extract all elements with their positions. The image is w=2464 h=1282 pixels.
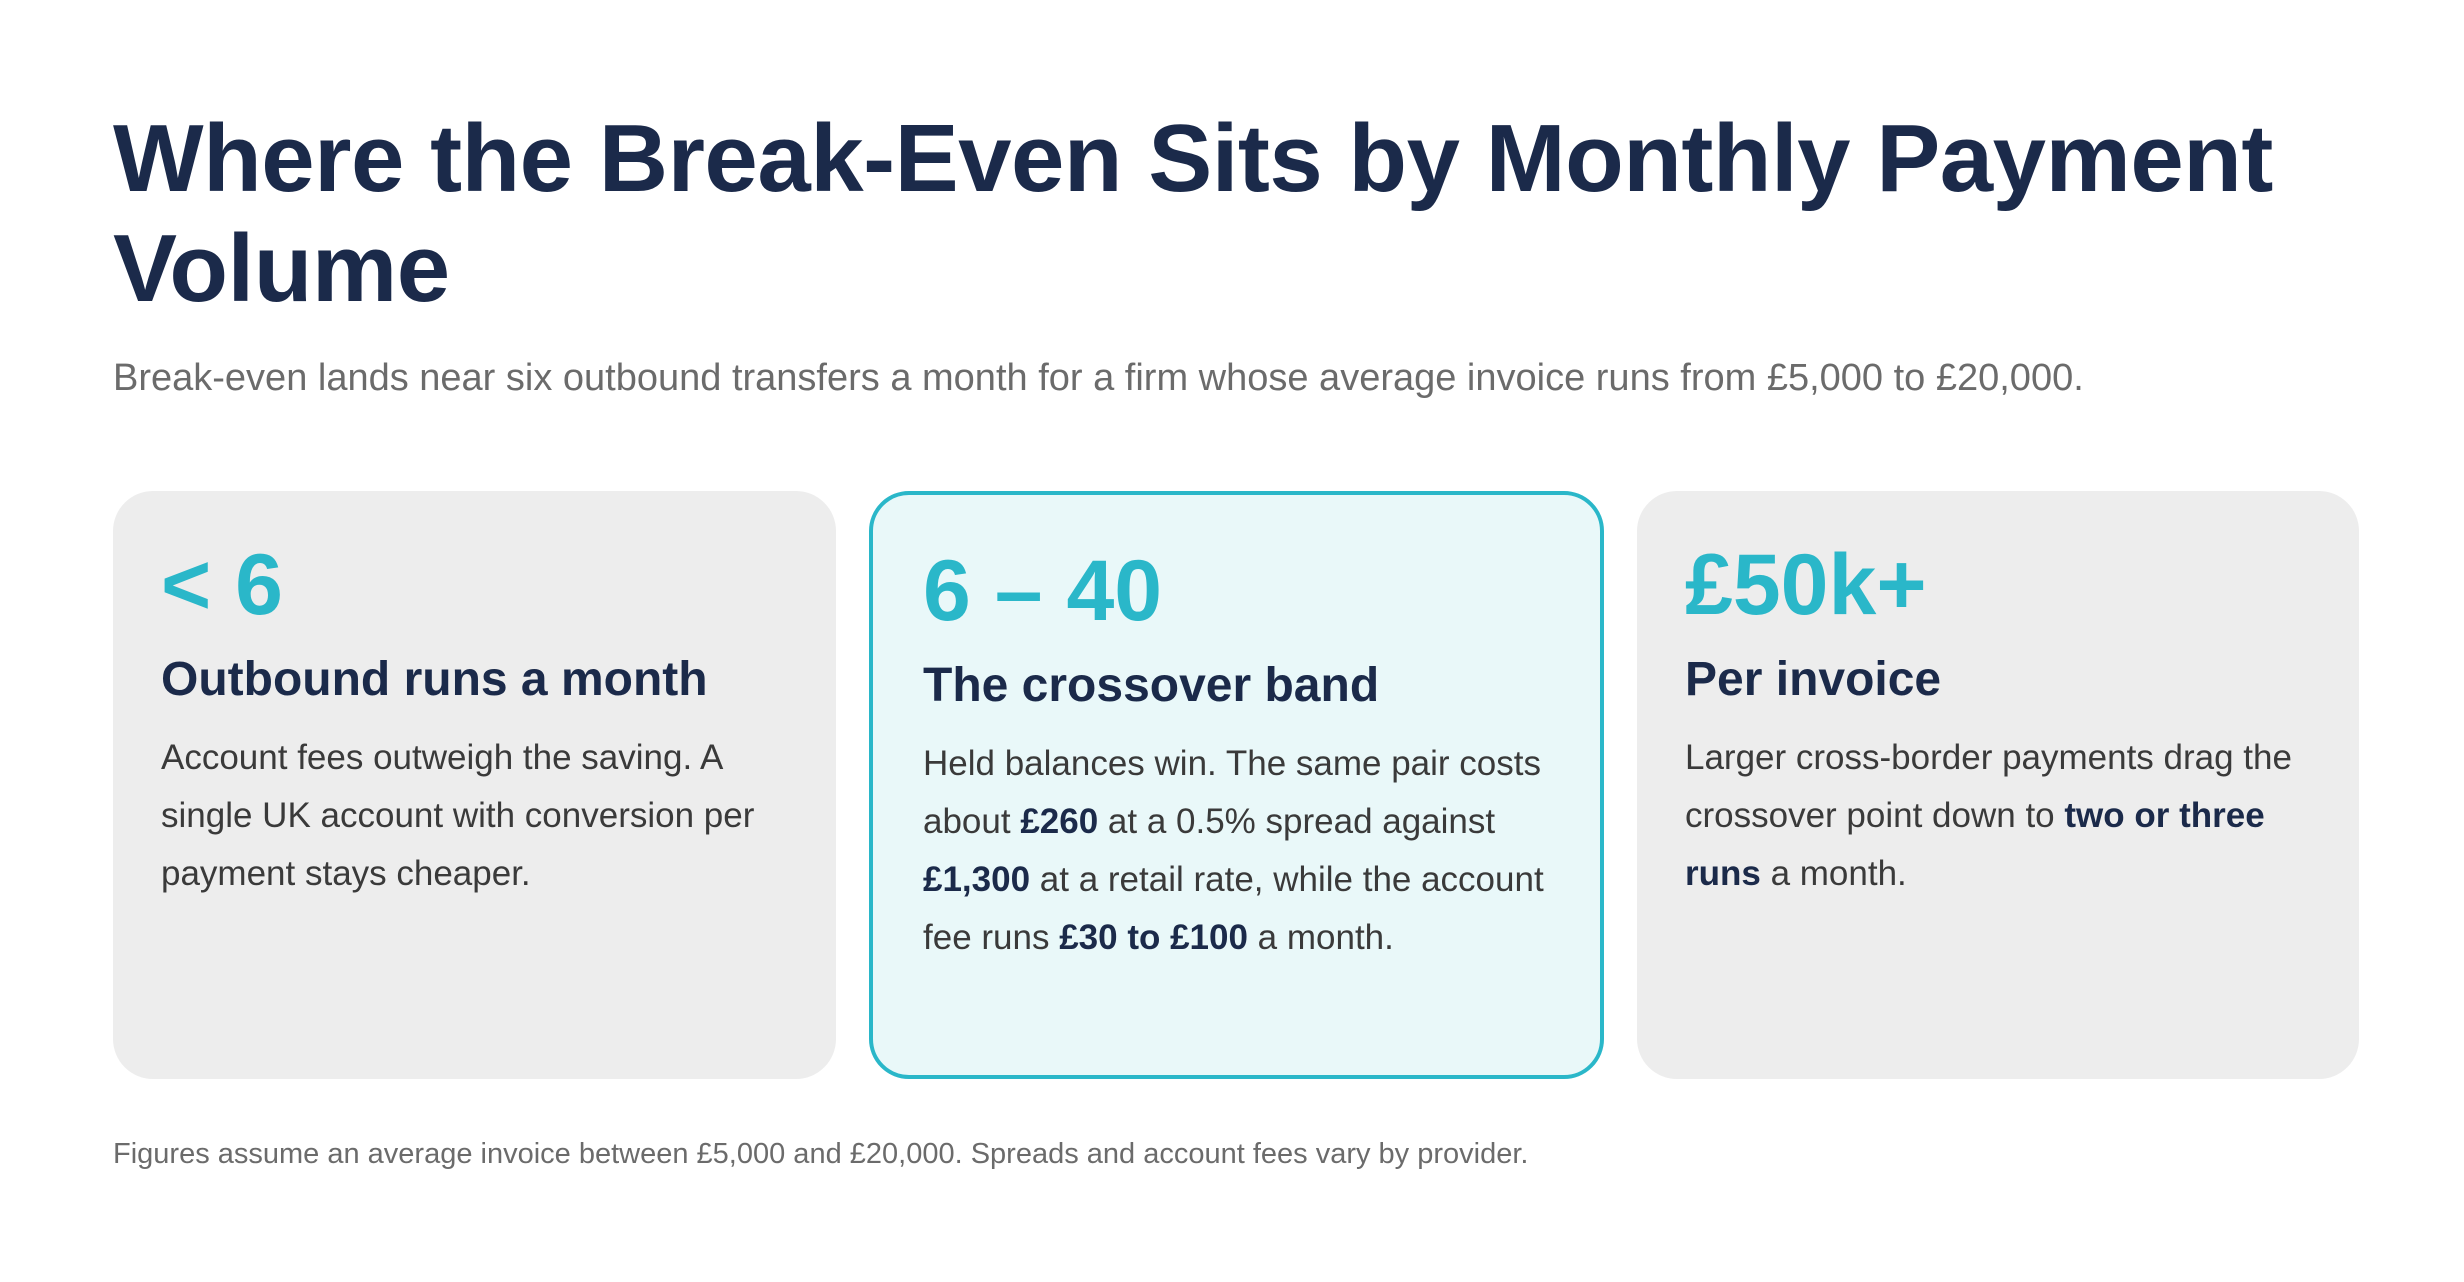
body-text: Larger cross-border payments drag the cr… (1685, 738, 2292, 835)
card-heading: Per invoice (1685, 653, 1942, 706)
card-low-volume: < 6 Outbound runs a month Account fees o… (113, 491, 836, 1079)
footnote: Figures assume an average invoice betwee… (113, 1138, 1529, 1170)
card-heading: Outbound runs a month (161, 653, 708, 706)
card-value: £50k+ (1685, 537, 1927, 633)
card-large-invoice: £50k+ Per invoice Larger cross-border pa… (1637, 491, 2359, 1079)
body-text: a month. (1247, 918, 1394, 957)
card-body: Account fees outweigh the saving. A sing… (161, 729, 788, 903)
emphasis-text: £30 to £100 (1059, 918, 1248, 957)
page-title: Where the Break-Even Sits by Monthly Pay… (113, 105, 2273, 322)
body-text: Account fees outweigh the saving. A sing… (161, 738, 755, 893)
card-body: Held balances win. The same pair costs a… (923, 735, 1550, 967)
card-heading: The crossover band (923, 659, 1380, 712)
body-text: Held balances win. The same pair costs a… (923, 744, 1541, 841)
emphasis-text: two or three runs (1685, 796, 2265, 893)
card-value: 6 – 40 (923, 543, 1163, 639)
card-row: < 6 Outbound runs a month Account fees o… (113, 491, 2359, 1081)
emphasis-text: £1,300 (923, 860, 1031, 899)
body-text: at a 0.5% spread against (1098, 802, 1496, 841)
body-text: at a retail rate, while the account fee … (923, 860, 1544, 957)
emphasis-text: £260 (1020, 802, 1099, 841)
card-value: < 6 (161, 537, 283, 633)
body-text: a month. (1760, 854, 1907, 893)
page-subtitle: Break-even lands near six outbound trans… (113, 357, 2084, 399)
card-body: Larger cross-border payments drag the cr… (1685, 729, 2311, 903)
card-crossover-band: 6 – 40 The crossover band Held balances … (869, 491, 1604, 1079)
